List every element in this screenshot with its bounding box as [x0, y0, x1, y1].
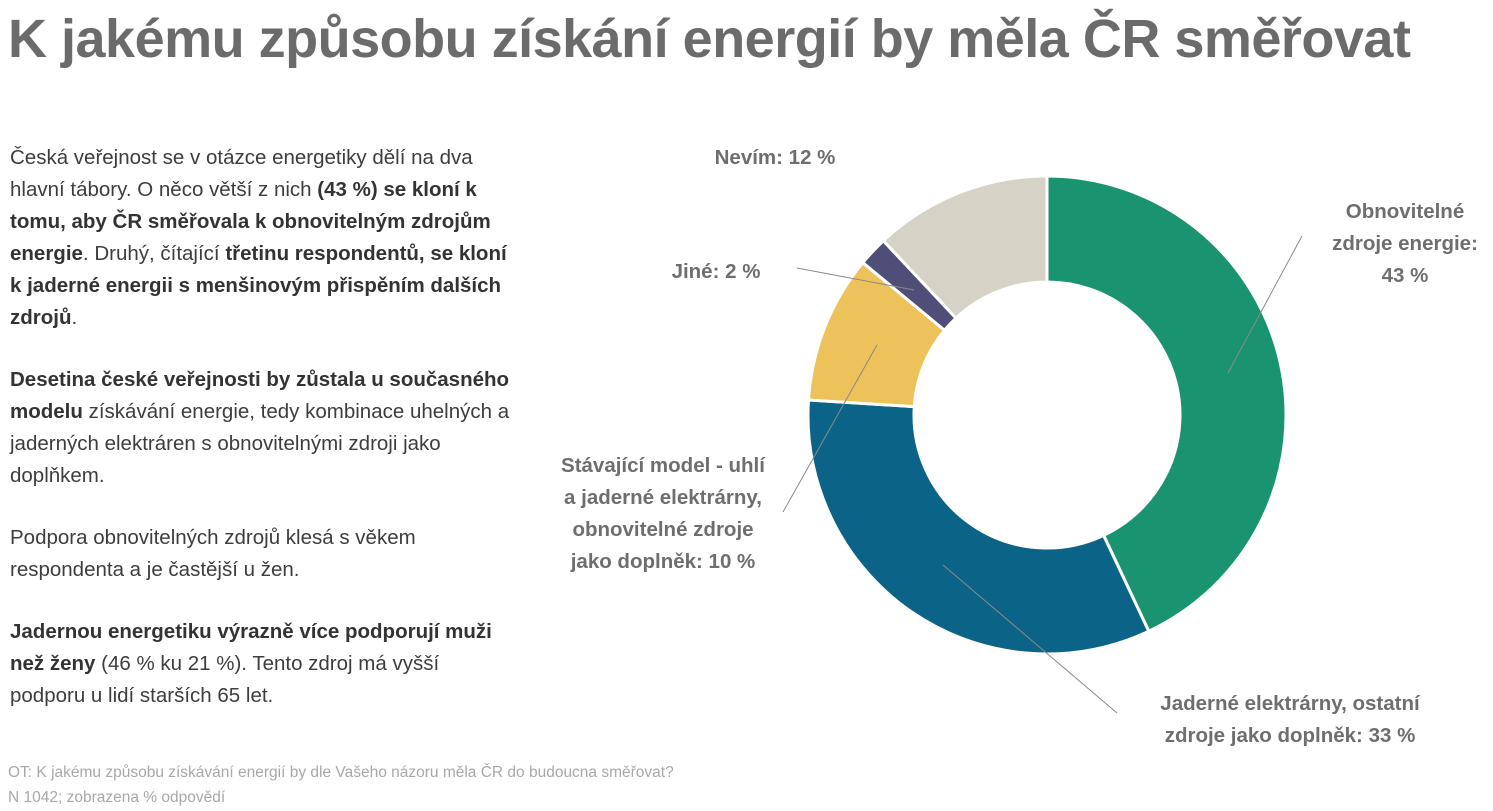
summary-paragraph: Podpora obnovitelných zdrojů klesá s věk… — [10, 522, 520, 586]
slice-label: a jaderné elektrárny, — [564, 486, 762, 509]
slice-label: zdroje jako doplněk: 33 % — [1165, 724, 1416, 747]
slice-label: zdroje energie: — [1332, 232, 1478, 255]
summary-bold-text: Desetina české veřejnosti by zůstala u s… — [10, 368, 510, 423]
footnote: OT: K jakému způsobu získávání energií b… — [8, 760, 674, 810]
footnote-sample: N 1042; zobrazena % odpovědí — [8, 789, 226, 806]
slice-label: 43 % — [1382, 264, 1429, 287]
slice-label: Nevím: 12 % — [715, 146, 836, 169]
summary-text-run: získávání energie, tedy kombinace uhelný… — [10, 400, 510, 487]
donut-slice — [1045, 174, 1288, 634]
summary-bold-text: Jadernou energetiku výrazně více podporu… — [10, 620, 492, 675]
summary-text-run: . Druhý, čítající — [82, 242, 226, 265]
summary-text-run: . — [71, 306, 78, 329]
slice-label: Jiné: 2 % — [672, 260, 761, 283]
page-title: K jakému způsobu získání energií by měla… — [8, 9, 1411, 69]
slice-label: jako doplněk: 10 % — [570, 550, 756, 573]
summary-bold-text: třetinu respondentů, se kloní k jaderné … — [10, 242, 507, 329]
slice-label: obnovitelné zdroje — [572, 518, 753, 541]
summary-text-run: Podpora obnovitelných zdrojů klesá s věk… — [10, 526, 416, 581]
leader-line — [796, 267, 915, 291]
summary-bold-text: (43 %) se kloní k tomu, aby ČR směřovala… — [10, 178, 491, 265]
footnote-question: OT: K jakému způsobu získávání energií b… — [8, 764, 674, 781]
summary-text: Česká veřejnost se v otázce energetiky d… — [10, 142, 520, 742]
donut-slice — [806, 398, 1151, 656]
leader-line — [782, 344, 878, 513]
summary-paragraph: Jadernou energetiku výrazně více podporu… — [10, 616, 520, 712]
slice-label: Jaderné elektrárny, ostatní — [1160, 692, 1421, 715]
summary-text-run: Česká veřejnost se v otázce energetiky d… — [10, 146, 473, 201]
leader-line — [1227, 235, 1303, 374]
summary-paragraph: Česká veřejnost se v otázce energetiky d… — [10, 142, 520, 334]
leader-line — [942, 564, 1118, 714]
donut-slice — [881, 174, 1049, 321]
summary-text-run: (46 % ku 21 %). Tento zdroj má vyšší pod… — [10, 652, 440, 707]
slice-label: Obnovitelné — [1346, 200, 1464, 223]
slice-label: Stávající model - uhlí — [561, 454, 766, 477]
summary-paragraph: Desetina české veřejnosti by zůstala u s… — [10, 364, 520, 492]
